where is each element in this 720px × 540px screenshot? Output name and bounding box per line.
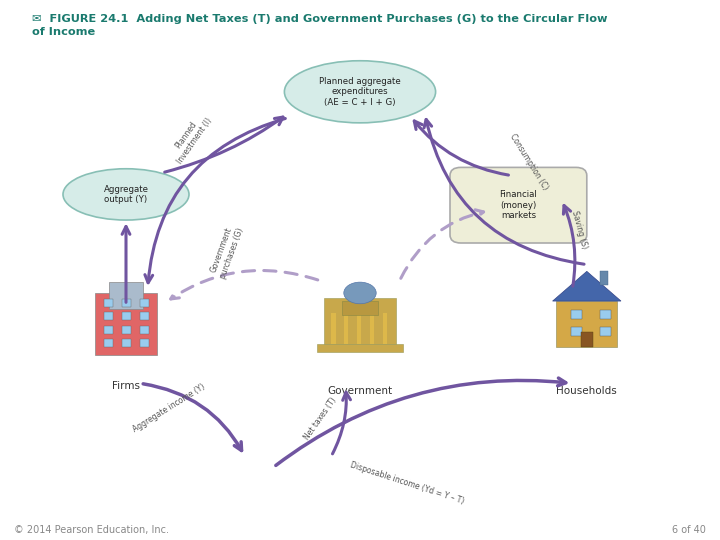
Text: Government
purchases (G): Government purchases (G) [209,222,245,280]
Bar [600,310,611,319]
Text: © 2014 Pearson Education, Inc.: © 2014 Pearson Education, Inc. [14,524,169,535]
FancyArrowPatch shape [401,210,484,278]
Ellipse shape [344,282,376,303]
Bar [122,326,132,334]
FancyArrowPatch shape [424,119,584,264]
Bar [324,298,396,345]
Polygon shape [553,271,621,301]
Bar [140,326,150,334]
Text: Firms: Firms [112,381,140,391]
Text: Households: Households [557,386,617,396]
Text: Planned aggregate
expenditures
(AE = C + I + G): Planned aggregate expenditures (AE = C +… [319,77,401,107]
Ellipse shape [63,168,189,220]
Text: Consumption (C): Consumption (C) [508,132,550,192]
FancyArrowPatch shape [143,384,241,450]
Text: Government: Government [328,386,392,396]
Bar [140,312,150,320]
Bar [556,301,617,347]
Bar [357,313,361,345]
Bar [571,327,582,336]
FancyArrowPatch shape [414,121,508,175]
Bar [122,312,132,320]
Bar [104,339,114,348]
Bar [344,313,348,345]
Bar [109,282,143,309]
Text: Aggregate
output (Y): Aggregate output (Y) [104,185,148,204]
Text: ✉  FIGURE 24.1  Adding Net Taxes (T) and Government Purchases (G) to the Circula: ✉ FIGURE 24.1 Adding Net Taxes (T) and G… [32,14,608,24]
Bar [600,327,611,336]
FancyArrowPatch shape [564,206,575,286]
Bar [600,271,608,285]
Bar [104,299,114,307]
Bar [370,313,374,345]
Bar [383,313,387,345]
Bar [104,312,114,320]
Bar [317,345,403,352]
FancyArrowPatch shape [276,378,566,465]
Text: Aggregate income (Y): Aggregate income (Y) [132,382,207,434]
Text: 6 of 40: 6 of 40 [672,524,706,535]
Bar [104,326,114,334]
Bar [122,339,132,348]
FancyArrowPatch shape [333,392,351,454]
Text: Net taxes (T): Net taxes (T) [302,396,338,441]
FancyArrowPatch shape [165,117,283,172]
Bar [95,293,157,355]
Ellipse shape [284,60,436,123]
Bar [581,332,593,347]
FancyBboxPatch shape [450,167,587,243]
Text: of Income: of Income [32,27,96,37]
Bar [342,301,378,314]
Text: Financial
(money)
markets: Financial (money) markets [500,190,537,220]
Bar [331,313,336,345]
FancyArrowPatch shape [171,271,318,299]
Bar [140,339,150,348]
FancyArrowPatch shape [122,226,130,302]
Text: Saving (S): Saving (S) [570,210,589,249]
Bar [571,310,582,319]
Bar [140,299,150,307]
Text: Planned
Investment (I): Planned Investment (I) [167,110,215,165]
Bar [122,299,132,307]
FancyArrowPatch shape [145,118,285,283]
Text: Disposable income (Yd = Y – T): Disposable income (Yd = Y – T) [348,461,465,506]
